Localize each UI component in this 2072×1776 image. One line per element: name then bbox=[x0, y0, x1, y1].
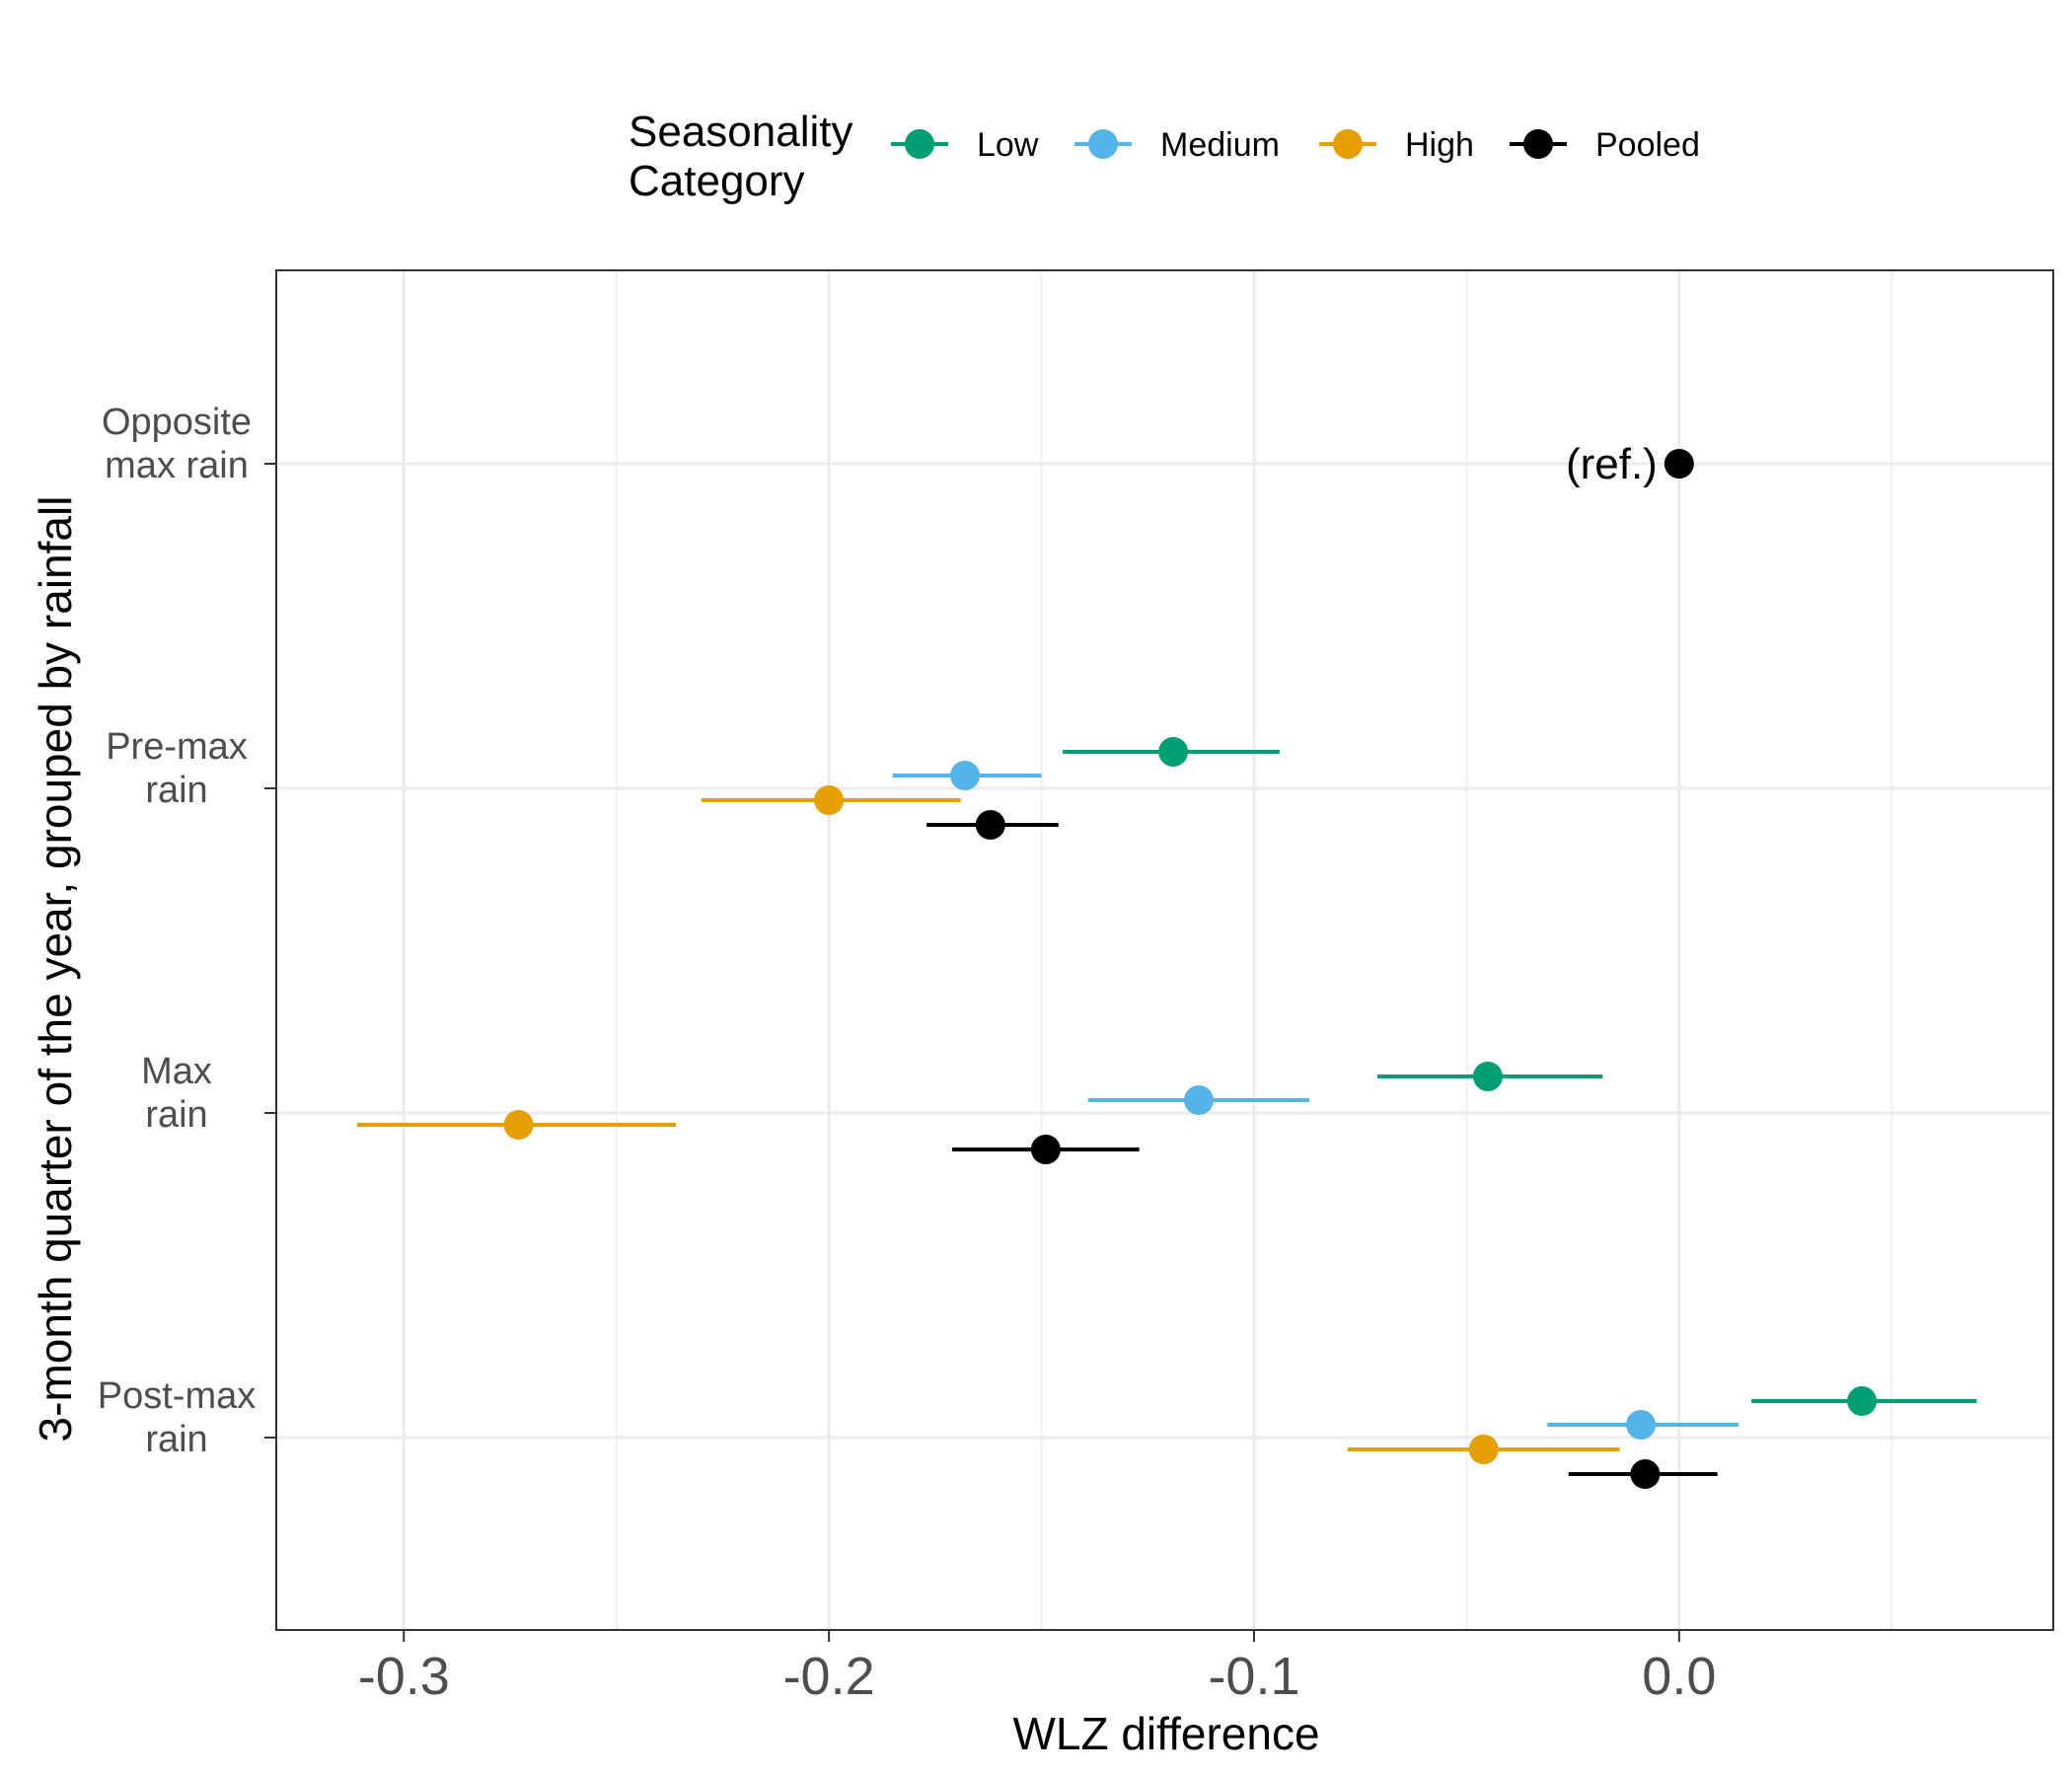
point-medium bbox=[1183, 1085, 1214, 1115]
point-pooled bbox=[1030, 1135, 1061, 1164]
y-tick-label: Max bbox=[141, 1051, 212, 1092]
legend-label-low: Low bbox=[977, 126, 1039, 164]
legend-title-line-1: Seasonality bbox=[629, 108, 852, 156]
x-tick-label: -0.2 bbox=[783, 1647, 875, 1706]
y-tick-label: Post-max bbox=[98, 1375, 256, 1417]
x-tick-label: -0.1 bbox=[1208, 1647, 1299, 1706]
point-high bbox=[1468, 1435, 1499, 1464]
legend-key-point-medium bbox=[1088, 129, 1118, 159]
legend-label-high: High bbox=[1405, 126, 1474, 164]
y-axis-title: 3-month quarter of the year, grouped by … bbox=[30, 496, 81, 1443]
legend: Seasonality Category Low Medium High Pooled bbox=[629, 108, 1700, 205]
point-high bbox=[814, 785, 845, 815]
x-axis-title: WLZ difference bbox=[1012, 1708, 1319, 1759]
point-pooled bbox=[1630, 1459, 1661, 1489]
point-pooled bbox=[1664, 449, 1694, 479]
point-medium bbox=[949, 761, 980, 790]
point-medium bbox=[1626, 1410, 1657, 1440]
legend-title-line-2: Category bbox=[629, 157, 805, 205]
point-low bbox=[1847, 1386, 1878, 1416]
legend-label-medium: Medium bbox=[1160, 126, 1280, 164]
legend-key-point-pooled bbox=[1523, 129, 1553, 159]
plot-panel-border bbox=[275, 269, 2054, 1631]
y-tick-label: Opposite bbox=[102, 402, 252, 443]
y-tick-label: rain bbox=[145, 1094, 207, 1136]
point-high bbox=[503, 1110, 534, 1140]
y-tick-label: Pre-max bbox=[106, 726, 248, 768]
y-tick-label: rain bbox=[145, 1419, 207, 1460]
point-low bbox=[1158, 737, 1189, 767]
y-tick-label: rain bbox=[145, 770, 207, 811]
legend-key-point-low bbox=[905, 129, 934, 159]
x-tick-label: -0.3 bbox=[358, 1647, 450, 1706]
reference-label: (ref.) bbox=[1566, 440, 1658, 488]
legend-key-point-high bbox=[1333, 129, 1363, 159]
legend-label-pooled: Pooled bbox=[1595, 126, 1700, 164]
y-tick-label: max rain bbox=[105, 445, 249, 486]
point-pooled bbox=[975, 810, 1005, 840]
point-low bbox=[1472, 1062, 1503, 1091]
x-tick-label: 0.0 bbox=[1642, 1647, 1716, 1706]
